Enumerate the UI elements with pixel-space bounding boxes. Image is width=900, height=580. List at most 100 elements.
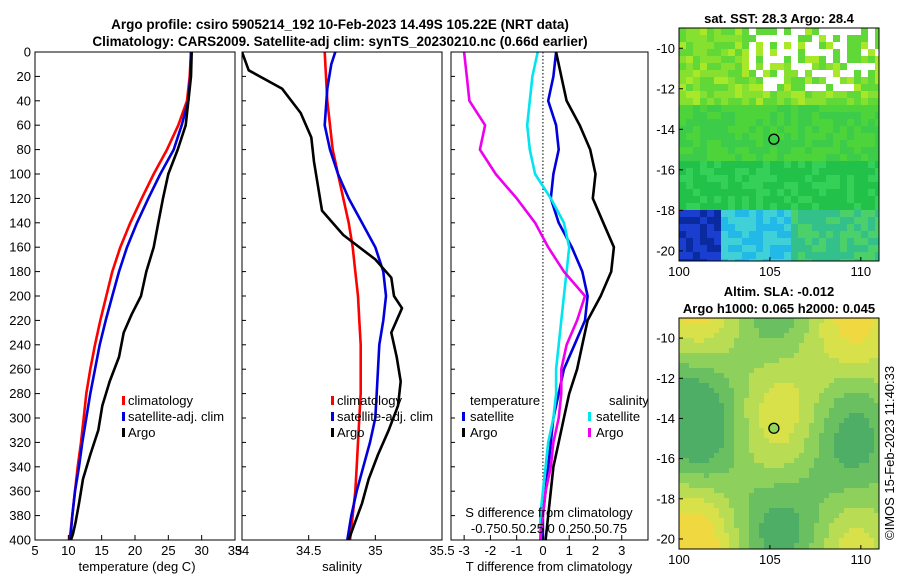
map-cell [819,333,825,339]
map-cell [704,403,710,409]
map-cell [759,523,765,529]
map-cell [861,147,869,155]
map-cell [759,318,765,324]
map-cell [805,210,813,218]
map-cell [789,403,795,409]
map-cell [826,140,834,148]
map-cell [833,91,841,99]
map-cell [734,353,740,359]
map-cell [824,433,830,439]
temperature-legend: climatology satellite-adj. clim Argo [122,393,224,440]
map-cell [707,133,715,141]
map-cell [854,513,860,519]
map-cell [700,70,708,78]
map-cell [819,245,827,253]
map-cell [689,478,695,484]
map-cell [814,513,820,519]
map-cell [719,383,725,389]
sst-map: sat. SST: 28.3 Argo: 28.4 100 105 110-10-1… [656,11,880,279]
map-cell [684,498,690,504]
map-cell [839,403,845,409]
map-cell [847,91,855,99]
map-cell [744,473,750,479]
map-cell [829,528,835,534]
map-cell [764,508,770,514]
map-cell [784,210,792,218]
map-cell [756,42,764,50]
map-cell [749,493,755,499]
map-cell [814,543,820,549]
map-cell [875,77,880,85]
map-cell [709,513,715,519]
map-cell [764,348,770,354]
map-cell [844,378,850,384]
map-cell [799,398,805,404]
map-cell [868,98,876,106]
map-cell [770,217,778,225]
map-cell [875,56,880,64]
map-cell [704,423,710,429]
map-cell [809,458,815,464]
map-cell [869,468,875,474]
map-cell [686,168,694,176]
map-cell [700,161,708,169]
map-cell [763,42,771,50]
map-cell [789,378,795,384]
map-cell [749,438,755,444]
map-cell [728,42,736,50]
map-cell [824,428,830,434]
map-cell [744,318,750,324]
map-cell [774,408,780,414]
map-cell [686,77,694,85]
map-cell [728,196,736,204]
map-cell [714,196,722,204]
map-cell [864,438,870,444]
map-cell [824,438,830,444]
map-cell [868,252,876,260]
map-cell [721,77,729,85]
map-cell [791,189,799,197]
map-cell [829,408,835,414]
map-cell [749,498,755,504]
map-cell [744,343,750,349]
map-cell [721,140,729,148]
map-cell [784,508,790,514]
map-cell [833,224,841,232]
map-cell [854,175,862,183]
map-cell [679,388,685,394]
map-cell [679,318,685,324]
map-cell [874,388,880,394]
map-cell [798,35,806,43]
map-cell [789,413,795,419]
map-cell [819,63,827,71]
map-cell [791,147,799,155]
map-cell [840,70,848,78]
map-cell [694,498,700,504]
map-cell [844,518,850,524]
map-cell [777,126,785,134]
map-cell [749,403,755,409]
map-cell [799,458,805,464]
map-cell [684,413,690,419]
map-cell [764,498,770,504]
map-cell [864,388,870,394]
map-cell [729,528,735,534]
map-cell [854,210,862,218]
map-cell [759,543,765,549]
map-cell [769,463,775,469]
map-cell [875,224,880,232]
map-cell [679,468,685,474]
map-cell [840,252,848,260]
map-cell [709,408,715,414]
map-cell [734,343,740,349]
map-cell [728,56,736,64]
map-cell [709,438,715,444]
depth-tick-label: 80 [17,142,31,157]
map-cell [874,363,880,369]
map-cell [874,513,880,519]
map-cell [814,478,820,484]
map-cell [774,503,780,509]
map-cell [704,518,710,524]
map-cell [809,473,815,479]
map-cell [754,338,760,344]
